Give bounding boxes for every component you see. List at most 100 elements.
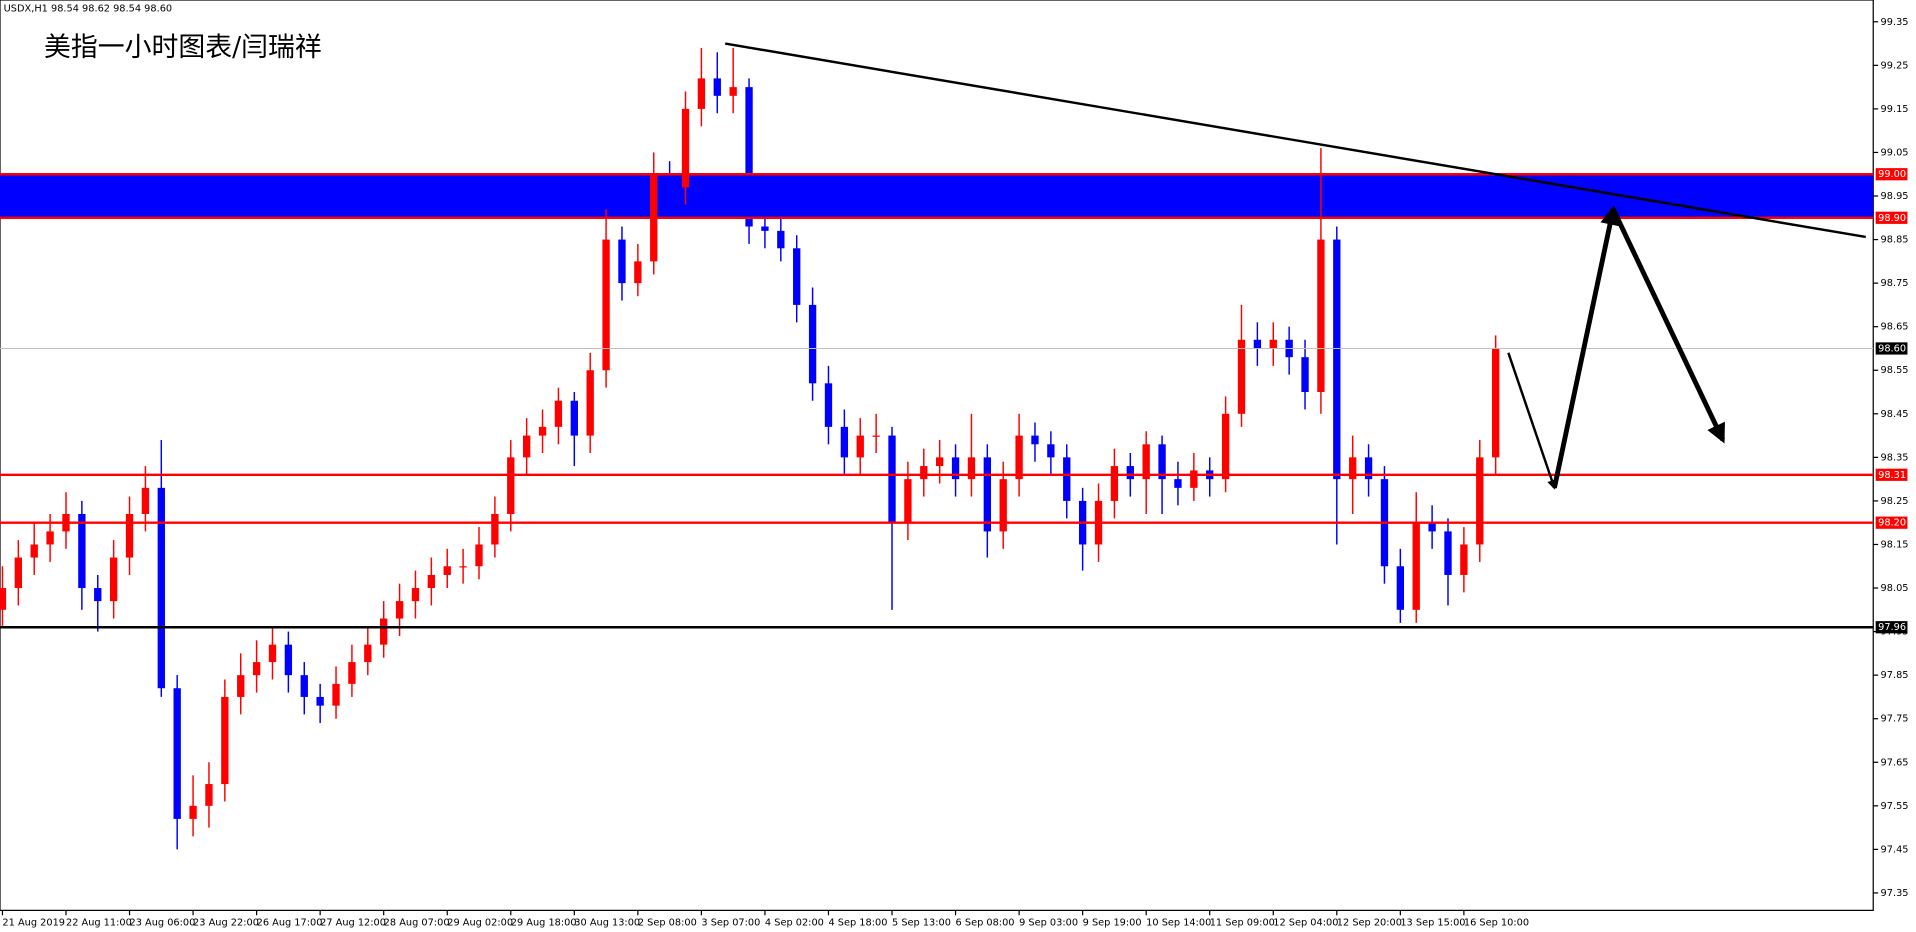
candle-body — [395, 601, 404, 619]
y-tick-label: 98.15 — [1881, 539, 1909, 550]
candle-body — [1174, 479, 1182, 488]
level-label: 98.90 — [1878, 213, 1906, 224]
y-tick-label: 98.85 — [1881, 235, 1909, 246]
level-label: 98.20 — [1878, 518, 1906, 529]
candle-body — [522, 435, 531, 458]
y-tick-label: 98.45 — [1881, 409, 1909, 420]
x-tick-label: 30 Aug 13:00 — [574, 918, 640, 929]
candle-body — [904, 479, 912, 523]
y-tick-label: 98.05 — [1881, 583, 1909, 594]
candle-body — [157, 487, 165, 689]
projection-arrow — [1610, 208, 1726, 444]
x-tick-label: 9 Sep 19:00 — [1083, 918, 1142, 929]
candle-body — [824, 383, 833, 427]
projection-arrow — [1552, 205, 1620, 489]
candle-body — [920, 466, 928, 480]
candle-body — [936, 457, 944, 467]
level-label: 99.00 — [1878, 169, 1906, 180]
candle-body — [332, 683, 340, 706]
candle-body — [284, 644, 293, 676]
candle-body — [300, 675, 308, 697]
candle-body — [30, 544, 38, 558]
candle-body — [268, 644, 277, 663]
x-tick-label: 9 Sep 03:00 — [1019, 918, 1078, 929]
y-tick-label: 98.35 — [1881, 452, 1909, 463]
y-tick-label: 98.95 — [1881, 191, 1909, 202]
candle-body — [94, 588, 102, 602]
candle-body — [1237, 339, 1246, 414]
candle-body — [316, 696, 324, 706]
candle-body — [538, 426, 547, 436]
candle-body — [0, 588, 7, 610]
candle-body — [1364, 457, 1373, 480]
candle-body — [618, 239, 626, 284]
candle-body — [141, 487, 150, 514]
level-label: 97.96 — [1878, 622, 1906, 633]
y-tick-label: 98.75 — [1881, 278, 1909, 289]
candle-body — [713, 78, 721, 96]
y-tick-label: 98.25 — [1881, 496, 1909, 507]
y-tick-label: 99.25 — [1881, 60, 1909, 71]
candle-body — [951, 457, 960, 480]
candle-body — [459, 566, 467, 568]
candle-body — [1158, 444, 1166, 480]
candle-body — [745, 87, 753, 227]
candle-body — [1396, 566, 1405, 610]
candle-body — [602, 239, 610, 371]
candle-body — [808, 304, 817, 384]
level-label-box — [1875, 211, 1908, 224]
candle-body — [507, 457, 515, 514]
candle-body — [1253, 339, 1262, 349]
candle-body — [443, 566, 451, 575]
level-label-box — [1875, 342, 1908, 355]
plot-area — [0, 0, 1874, 911]
candle-body — [999, 479, 1007, 532]
chart-title: 美指一小时图表/闫瑞祥 — [44, 32, 322, 63]
candle-body — [665, 174, 674, 188]
candle-body — [1047, 444, 1055, 458]
candle-body — [872, 435, 880, 437]
candle-body — [554, 400, 563, 427]
x-tick-label: 29 Aug 02:00 — [447, 918, 513, 929]
y-tick-label: 98.55 — [1881, 365, 1909, 376]
candle-body — [1491, 348, 1500, 458]
candle-body — [729, 87, 737, 96]
candle-body — [380, 618, 388, 645]
candle-body — [1221, 413, 1230, 480]
candle-body — [125, 513, 134, 558]
y-tick-label: 97.35 — [1881, 888, 1909, 899]
level-label-box — [1875, 168, 1908, 181]
projection-arrow — [1507, 352, 1557, 490]
y-tick-label: 99.05 — [1881, 147, 1909, 158]
candle-body — [78, 513, 86, 589]
x-tick-label: 21 Aug 2019 — [2, 918, 65, 929]
level-label-box — [1875, 621, 1908, 634]
y-tick-label: 97.65 — [1881, 757, 1909, 768]
candle-body — [1476, 457, 1484, 545]
x-tick-label: 12 Sep 20:00 — [1337, 918, 1402, 929]
y-tick-label: 97.45 — [1881, 844, 1909, 855]
x-tick-label: 29 Aug 18:00 — [511, 918, 577, 929]
x-tick-label: 22 Aug 11:00 — [66, 918, 132, 929]
x-tick-label: 4 Sep 18:00 — [828, 918, 887, 929]
candle-body — [1428, 522, 1436, 532]
x-tick-label: 6 Sep 08:00 — [956, 918, 1015, 929]
candle-body — [967, 457, 976, 480]
y-tick-label: 99.15 — [1881, 104, 1909, 115]
candle-body — [1142, 444, 1150, 480]
candle-body — [761, 226, 769, 231]
candle-body — [1301, 357, 1309, 393]
y-tick-label: 97.85 — [1881, 670, 1909, 681]
candle-body — [1190, 470, 1198, 488]
x-tick-label: 28 Aug 07:00 — [384, 918, 450, 929]
candle-body — [1031, 435, 1039, 445]
candle-body — [1333, 239, 1341, 480]
symbol-header: USDX,H1 98.54 98.62 98.54 98.60 — [4, 4, 172, 15]
candle-body — [1015, 435, 1023, 480]
x-tick-label: 11 Sep 09:00 — [1210, 918, 1275, 929]
candle-body — [1269, 339, 1277, 349]
y-tick-label: 97.75 — [1881, 714, 1909, 725]
candle-body — [1063, 457, 1071, 501]
x-tick-label: 13 Sep 15:00 — [1400, 918, 1465, 929]
